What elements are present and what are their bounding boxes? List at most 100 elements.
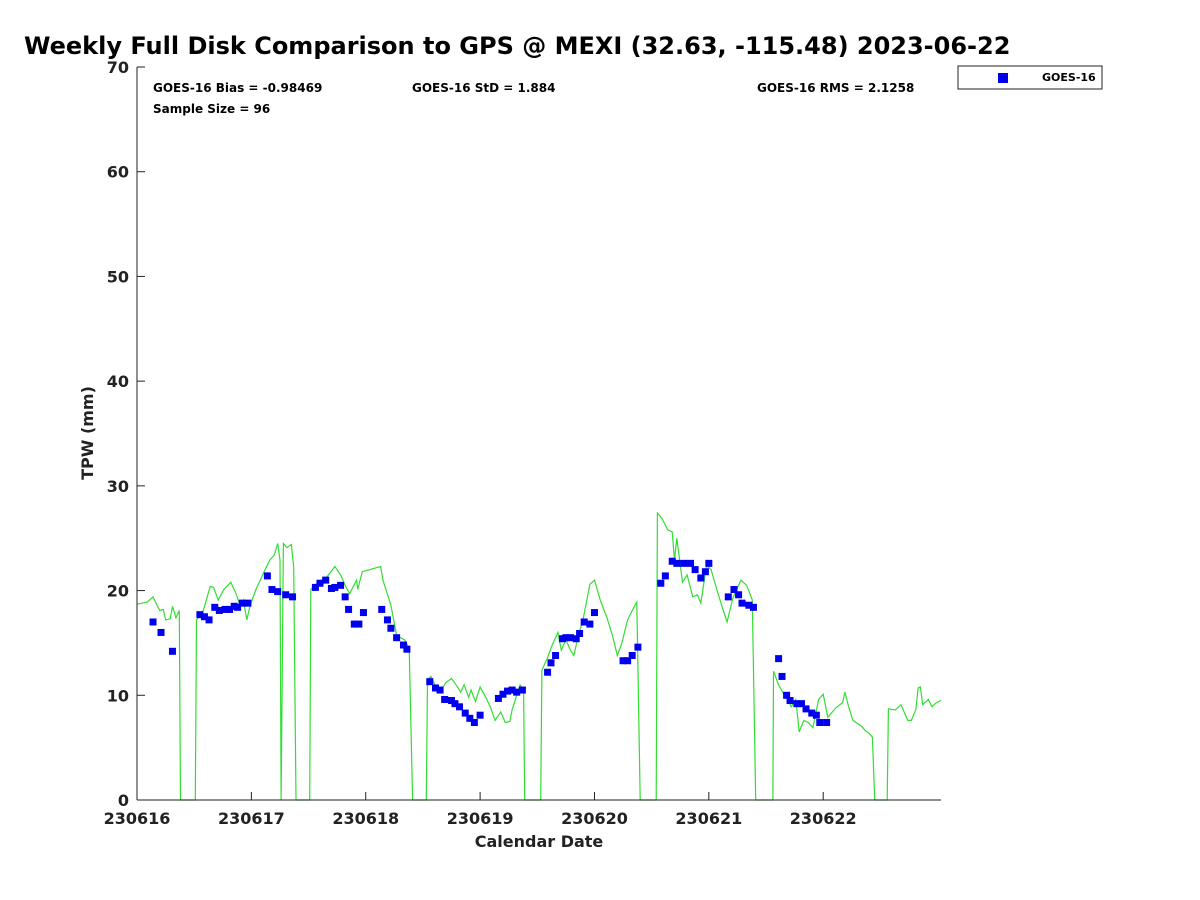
y-tick-label: 50 (107, 267, 129, 286)
x-tick-label: 230618 (332, 809, 399, 828)
goes-point-63 (590, 609, 598, 617)
goes-point-28 (355, 620, 363, 628)
goes-point-4 (200, 613, 208, 621)
goes-point-29 (359, 609, 367, 617)
goes-point-92 (812, 711, 820, 719)
goes-point-94 (823, 719, 831, 727)
y-tick-label: 30 (107, 477, 129, 496)
goes-point-24 (337, 581, 345, 589)
goes-point-47 (494, 694, 502, 702)
x-tick-label: 230621 (675, 809, 742, 828)
goes-point-67 (634, 643, 642, 651)
goes-point-68 (657, 579, 665, 587)
goes-point-78 (724, 593, 732, 601)
goes-point-32 (387, 624, 395, 632)
goes-point-18 (289, 593, 297, 601)
goes-point-7 (215, 606, 223, 614)
goes-point-51 (513, 688, 521, 696)
goes-point-5 (205, 616, 213, 624)
goes-point-80 (735, 591, 743, 599)
goes-point-43 (461, 709, 469, 717)
bias-stat: GOES-16 Bias = -0.98469 (153, 81, 322, 95)
plot-area (136, 511, 942, 801)
goes-point-87 (786, 697, 794, 705)
goes-point-59 (572, 635, 580, 643)
x-tick-label: 230619 (447, 809, 514, 828)
goes-point-93 (816, 719, 824, 727)
goes-point-14 (263, 572, 271, 580)
y-tick-label: 60 (107, 163, 129, 182)
goes-point-37 (431, 684, 439, 692)
goes-point-76 (701, 568, 709, 576)
goes-point-46 (476, 711, 484, 719)
goes-point-35 (403, 645, 411, 653)
goes-point-27 (350, 620, 358, 628)
gps-line (136, 511, 942, 801)
legend-label-goes: GOES-16 (1042, 71, 1096, 84)
goes-point-26 (345, 605, 353, 613)
goes-point-84 (775, 655, 783, 663)
y-tick-label: 70 (107, 58, 129, 77)
goes-point-53 (544, 668, 552, 676)
goes-point-12 (238, 599, 246, 607)
sample-size-stat: Sample Size = 96 (153, 102, 270, 116)
x-tick-label: 230616 (104, 809, 171, 828)
goes-point-86 (783, 691, 791, 699)
x-tick-label: 230622 (790, 809, 857, 828)
goes-point-39 (441, 695, 449, 703)
goes-point-15 (268, 586, 276, 594)
goes-point-31 (383, 616, 391, 624)
goes-point-48 (499, 690, 507, 698)
goes-point-16 (274, 588, 282, 596)
goes-point-49 (504, 687, 512, 695)
y-axis-label: TPW (mm) (78, 386, 97, 480)
legend: GOES-16 (957, 65, 1103, 90)
goes-point-54 (547, 659, 555, 667)
goes-point-81 (738, 599, 746, 607)
goes-point-62 (586, 620, 594, 628)
goes-point-52 (518, 686, 526, 694)
y-tick-label: 10 (107, 686, 129, 705)
goes-point-9 (226, 605, 234, 613)
goes-point-0 (149, 618, 157, 626)
goes-point-77 (705, 559, 713, 567)
goes-point-34 (399, 641, 407, 649)
goes-point-57 (562, 634, 570, 642)
goes-point-89 (797, 700, 805, 708)
chart-title: Weekly Full Disk Comparison to GPS @ MEX… (24, 32, 1010, 60)
std-stat: GOES-16 StD = 1.884 (412, 81, 555, 95)
legend-marker-goes (998, 73, 1008, 83)
goes-point-8 (221, 605, 229, 613)
goes-point-17 (282, 591, 290, 599)
goes-point-66 (628, 651, 636, 659)
goes-point-85 (778, 672, 786, 680)
goes-point-61 (580, 618, 588, 626)
goes-point-30 (378, 605, 386, 613)
y-tick-label: 40 (107, 372, 129, 391)
goes-point-2 (168, 647, 176, 655)
goes-point-75 (697, 574, 705, 582)
goes-point-71 (673, 559, 681, 567)
goes-point-65 (624, 657, 632, 665)
goes-point-82 (745, 601, 753, 609)
y-tick-label: 20 (107, 582, 129, 601)
goes-point-44 (466, 714, 474, 722)
goes-series (149, 557, 831, 727)
goes-point-74 (691, 566, 699, 574)
goes-point-11 (234, 603, 242, 611)
goes-point-90 (802, 705, 810, 713)
rms-stat: GOES-16 RMS = 2.1258 (757, 81, 914, 95)
legend-box (957, 65, 1103, 90)
goes-point-41 (451, 700, 459, 708)
goes-point-69 (661, 572, 669, 580)
goes-point-60 (576, 630, 584, 638)
gps-series (136, 511, 942, 801)
x-tick-label: 230620 (561, 809, 628, 828)
goes-point-55 (552, 651, 560, 659)
goes-point-19 (311, 583, 319, 591)
goes-point-36 (426, 678, 434, 686)
goes-point-38 (436, 686, 444, 694)
goes-point-1 (157, 628, 165, 636)
goes-point-13 (244, 599, 252, 607)
